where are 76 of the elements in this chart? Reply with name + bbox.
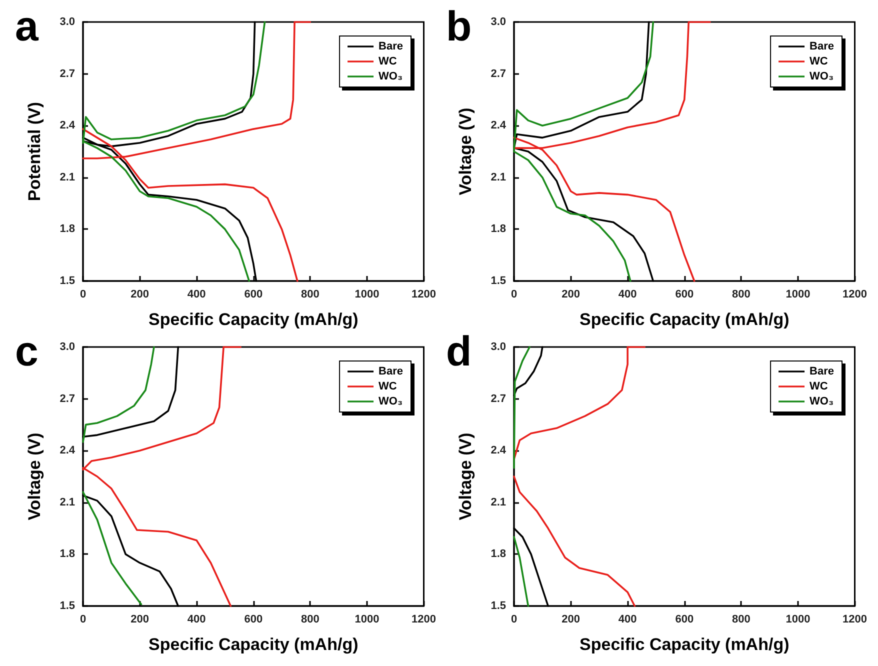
chart-title: c bbox=[15, 328, 38, 374]
x-tick-label: 1000 bbox=[354, 614, 380, 626]
x-tick-label: 600 bbox=[675, 614, 694, 626]
legend-label: WO₃ bbox=[810, 70, 834, 82]
y-tick-label: 2.7 bbox=[60, 68, 75, 80]
x-tick-label: 1000 bbox=[354, 288, 380, 300]
y-tick-label: 1.8 bbox=[490, 548, 506, 560]
y-tick-label: 1.8 bbox=[60, 223, 75, 236]
y-tick-label: 1.5 bbox=[490, 600, 506, 612]
x-tick-label: 200 bbox=[130, 288, 149, 300]
x-tick-label: 800 bbox=[300, 614, 320, 626]
y-axis-title: Voltage (V) bbox=[25, 432, 44, 520]
x-tick-label: 1200 bbox=[412, 614, 436, 626]
y-tick-label: 3.0 bbox=[60, 341, 75, 353]
x-axis-title: Specific Capacity (mAh/g) bbox=[148, 635, 358, 654]
x-tick-label: 800 bbox=[732, 614, 750, 626]
y-tick-label: 2.7 bbox=[60, 392, 75, 405]
y-tick-label: 1.5 bbox=[60, 600, 75, 612]
x-tick-label: 800 bbox=[732, 288, 750, 300]
legend-label: Bare bbox=[378, 40, 404, 52]
y-tick-label: 1.8 bbox=[490, 223, 506, 236]
legend-label: WC bbox=[378, 56, 397, 68]
chart-title: a bbox=[15, 2, 39, 50]
x-tick-label: 400 bbox=[187, 614, 206, 626]
x-tick-label: 1000 bbox=[786, 288, 810, 300]
y-tick-label: 1.5 bbox=[490, 275, 506, 287]
x-tick-label: 0 bbox=[80, 288, 86, 300]
x-tick-label: 0 bbox=[510, 614, 518, 626]
legend-label: WC bbox=[378, 380, 397, 392]
x-axis-title: Specific Capacity (mAh/g) bbox=[148, 310, 358, 329]
y-axis-title: Voltage (V) bbox=[456, 108, 475, 196]
x-tick-label: 1000 bbox=[786, 614, 810, 626]
legend-label: WO₃ bbox=[378, 70, 403, 82]
y-tick-label: 2.4 bbox=[60, 120, 76, 132]
x-tick-label: 200 bbox=[130, 614, 149, 626]
x-tick-label: 1200 bbox=[842, 288, 868, 300]
y-tick-label: 2.7 bbox=[490, 392, 506, 405]
x-tick-label: 400 bbox=[618, 288, 637, 300]
x-axis-title: Specific Capacity (mAh/g) bbox=[580, 310, 790, 329]
y-tick-label: 3.0 bbox=[490, 341, 506, 353]
y-tick-label: 2.1 bbox=[60, 171, 75, 184]
y-tick-label: 1.8 bbox=[60, 548, 75, 560]
y-tick-label: 2.4 bbox=[490, 444, 507, 457]
x-tick-label: 600 bbox=[244, 614, 263, 626]
x-tick-label: 400 bbox=[187, 288, 206, 300]
legend-label: Bare bbox=[378, 366, 404, 378]
chart-title: b bbox=[446, 2, 472, 50]
x-axis-title: Specific Capacity (mAh/g) bbox=[580, 635, 790, 654]
y-tick-label: 2.1 bbox=[60, 496, 75, 508]
y-tick-label: 2.4 bbox=[490, 120, 507, 132]
x-tick-label: 400 bbox=[618, 614, 637, 626]
legend-label: WO₃ bbox=[810, 396, 834, 408]
x-tick-label: 200 bbox=[562, 614, 580, 626]
legend-label: Bare bbox=[810, 40, 834, 52]
y-tick-label: 2.1 bbox=[490, 496, 506, 508]
y-tick-label: 2.1 bbox=[490, 171, 506, 184]
legend-label: WC bbox=[810, 56, 828, 68]
x-tick-label: 600 bbox=[675, 288, 694, 300]
x-tick-label: 1200 bbox=[842, 614, 868, 626]
y-tick-label: 3.0 bbox=[60, 16, 75, 28]
x-tick-label: 200 bbox=[562, 288, 580, 300]
legend-label: Bare bbox=[810, 366, 834, 378]
chart-title: d bbox=[446, 328, 472, 374]
x-tick-label: 800 bbox=[300, 288, 320, 300]
y-tick-label: 3.0 bbox=[490, 16, 506, 28]
y-tick-label: 1.5 bbox=[60, 275, 75, 287]
legend-label: WO₃ bbox=[378, 396, 403, 408]
y-axis-title: Voltage (V) bbox=[456, 432, 475, 520]
y-tick-label: 2.4 bbox=[60, 444, 76, 457]
x-tick-label: 0 bbox=[510, 288, 518, 300]
x-tick-label: 1200 bbox=[412, 288, 436, 300]
x-tick-label: 0 bbox=[80, 614, 86, 626]
y-axis-title: Potential (V) bbox=[25, 102, 44, 202]
y-tick-label: 2.7 bbox=[490, 68, 506, 80]
x-tick-label: 600 bbox=[244, 288, 263, 300]
legend-label: WC bbox=[810, 380, 828, 392]
